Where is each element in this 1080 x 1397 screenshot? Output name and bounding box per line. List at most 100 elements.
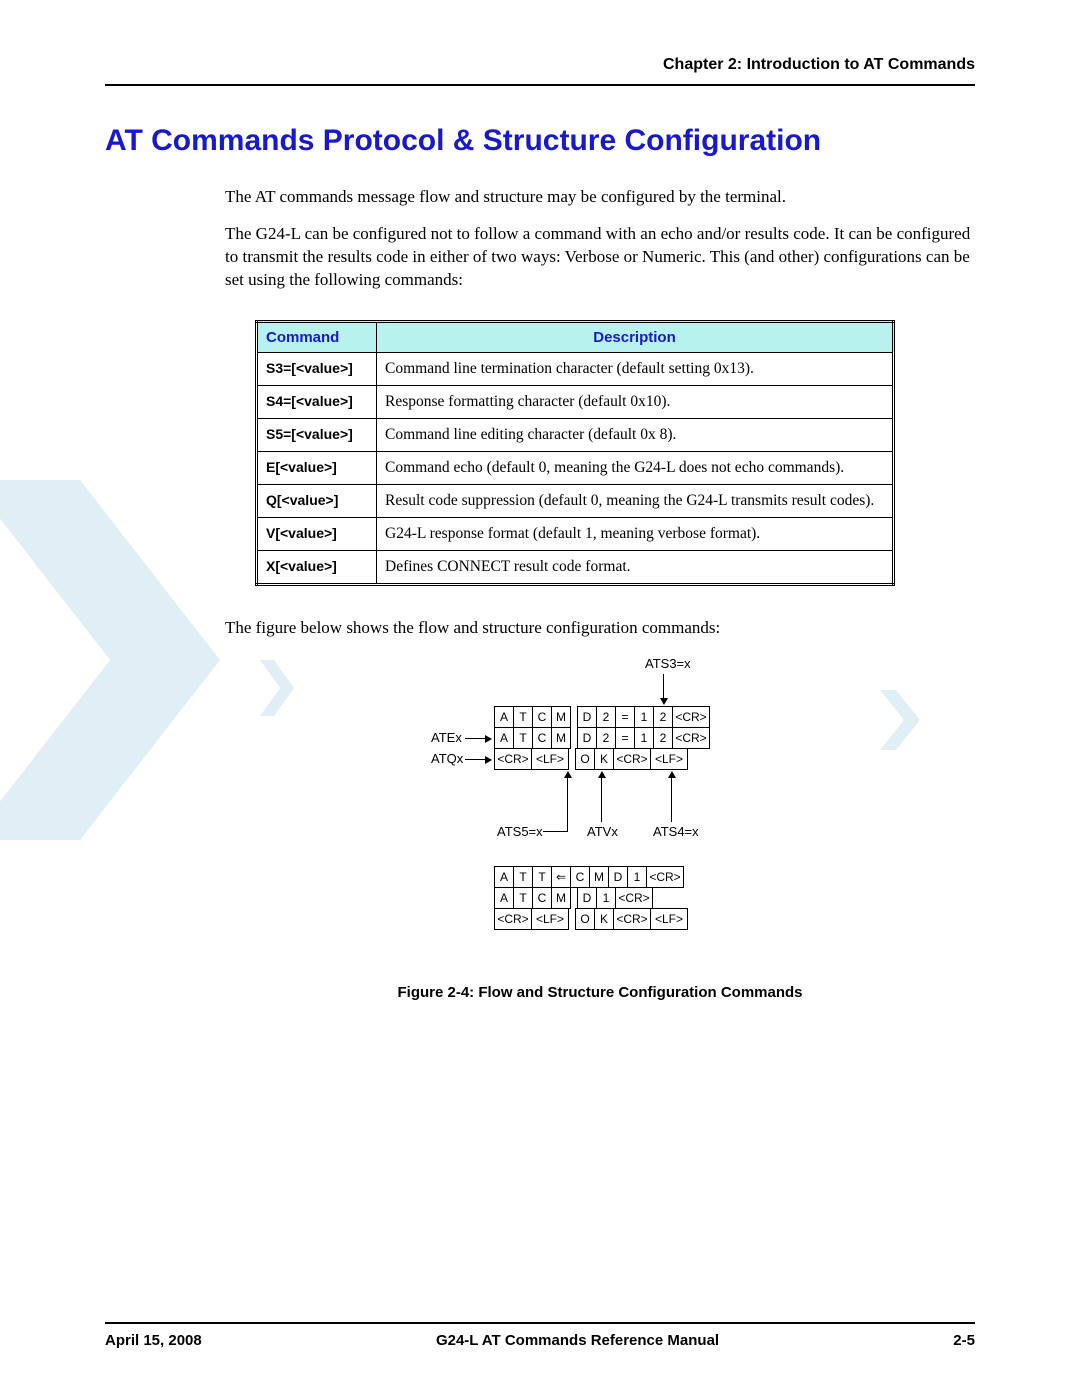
page-footer: April 15, 2008 G24-L AT Commands Referen… <box>105 1322 975 1349</box>
fig-label-atqx: ATQx <box>431 751 463 766</box>
fig-cell: 2 <box>653 706 673 728</box>
fig-cell: T <box>532 866 552 888</box>
fig-cell: <CR> <box>494 748 532 770</box>
fig-cell: D <box>577 706 597 728</box>
description-cell: Defines CONNECT result code format. <box>377 550 894 584</box>
fig-cell: 1 <box>627 866 647 888</box>
section-title: AT Commands Protocol & Structure Configu… <box>105 124 975 158</box>
fig-cell: C <box>532 706 552 728</box>
line-ats5 <box>543 831 567 832</box>
fig-label-ats4: ATS4=x <box>653 824 699 839</box>
arrow-ats4 <box>671 772 672 822</box>
fig-cell: <CR> <box>613 748 651 770</box>
fig-cell: K <box>594 908 614 930</box>
command-cell: S3=[<value>] <box>257 352 377 385</box>
figure-diagram: ATS3=x ATCMD2=12<CR> ATCMD2=12<CR> <CR><… <box>365 656 845 976</box>
fig-cell: A <box>494 706 514 728</box>
fig-cell: 2 <box>653 727 673 749</box>
fig-cell: M <box>551 887 571 909</box>
fig-cell: K <box>594 748 614 770</box>
fig-cell: O <box>575 748 595 770</box>
arrow-ats3 <box>663 674 664 704</box>
fig-cell: C <box>532 887 552 909</box>
col-header-description: Description <box>377 321 894 352</box>
figure-intro: The figure below shows the flow and stru… <box>225 618 975 638</box>
fig-cell: M <box>551 727 571 749</box>
paragraph-2: The G24-L can be configured not to follo… <box>225 223 975 292</box>
fig-cell: A <box>494 866 514 888</box>
fig-cell: T <box>513 727 533 749</box>
description-cell: Command line termination character (defa… <box>377 352 894 385</box>
fig-cell: <CR> <box>615 887 653 909</box>
footer-manual: G24-L AT Commands Reference Manual <box>436 1332 719 1349</box>
fig-cell: A <box>494 727 514 749</box>
table-row: Q[<value>]Result code suppression (defau… <box>257 484 894 517</box>
fig-cell: C <box>570 866 590 888</box>
fig-cell: 1 <box>634 727 654 749</box>
fig-cell: <CR> <box>672 706 710 728</box>
fig-bot-row3: <CR><LF>OK<CR><LF> <box>495 908 688 930</box>
fig-label-atex: ATEx <box>431 730 462 745</box>
fig-cell: M <box>589 866 609 888</box>
fig-cell: T <box>513 887 533 909</box>
fig-label-ats3: ATS3=x <box>645 656 691 671</box>
table-row: S5=[<value>]Command line editing charact… <box>257 418 894 451</box>
fig-cell: 2 <box>596 727 616 749</box>
fig-label-ats5: ATS5=x <box>497 824 543 839</box>
arrow-atvx <box>601 772 602 822</box>
fig-cell: <CR> <box>646 866 684 888</box>
fig-cell: 1 <box>596 887 616 909</box>
fig-cell: <CR> <box>672 727 710 749</box>
command-cell: S5=[<value>] <box>257 418 377 451</box>
fig-cell: = <box>615 727 635 749</box>
table-row: E[<value>]Command echo (default 0, meani… <box>257 451 894 484</box>
command-table: Command Description S3=[<value>]Command … <box>255 320 975 586</box>
fig-cell: <LF> <box>650 748 688 770</box>
page-header: Chapter 2: Introduction to AT Commands <box>105 56 975 84</box>
fig-cell: O <box>575 908 595 930</box>
fig-cell: M <box>551 706 571 728</box>
fig-cell: <CR> <box>494 908 532 930</box>
header-rule <box>105 84 975 86</box>
description-cell: Result code suppression (default 0, mean… <box>377 484 894 517</box>
command-cell: X[<value>] <box>257 550 377 584</box>
table-row: V[<value>]G24-L response format (default… <box>257 517 894 550</box>
fig-cell: <CR> <box>613 908 651 930</box>
fig-cell: D <box>577 887 597 909</box>
fig-cell: A <box>494 887 514 909</box>
description-cell: G24-L response format (default 1, meanin… <box>377 517 894 550</box>
description-cell: Response formatting character (default 0… <box>377 385 894 418</box>
arrow-ats5 <box>567 772 568 832</box>
fig-top-row1: ATCMD2=12<CR> <box>495 706 710 728</box>
table-row: X[<value>]Defines CONNECT result code fo… <box>257 550 894 584</box>
fig-cell: <LF> <box>531 908 569 930</box>
description-cell: Command line editing character (default … <box>377 418 894 451</box>
command-cell: E[<value>] <box>257 451 377 484</box>
figure-caption: Figure 2-4: Flow and Structure Configura… <box>225 984 975 1001</box>
arrow-atex <box>465 738 491 739</box>
fig-cell: C <box>532 727 552 749</box>
table-row: S3=[<value>]Command line termination cha… <box>257 352 894 385</box>
fig-cell: <LF> <box>650 908 688 930</box>
fig-top-row3: <CR><LF>OK<CR><LF> <box>495 748 688 770</box>
description-cell: Command echo (default 0, meaning the G24… <box>377 451 894 484</box>
fig-cell: ⇐ <box>551 866 571 888</box>
fig-cell: D <box>577 727 597 749</box>
fig-top-row2: ATCMD2=12<CR> <box>495 727 710 749</box>
fig-label-atvx: ATVx <box>587 824 618 839</box>
fig-cell: D <box>608 866 628 888</box>
fig-bot-row2: ATCMD1<CR> <box>495 887 653 909</box>
fig-cell: T <box>513 866 533 888</box>
command-cell: V[<value>] <box>257 517 377 550</box>
footer-rule <box>105 1322 975 1324</box>
table-row: S4=[<value>]Response formatting characte… <box>257 385 894 418</box>
fig-bot-row1: ATT⇐CMD1<CR> <box>495 866 684 888</box>
footer-date: April 15, 2008 <box>105 1332 202 1349</box>
fig-cell: <LF> <box>531 748 569 770</box>
command-cell: S4=[<value>] <box>257 385 377 418</box>
footer-page: 2-5 <box>953 1332 975 1349</box>
arrow-atqx <box>465 759 491 760</box>
col-header-command: Command <box>257 321 377 352</box>
fig-cell: 2 <box>596 706 616 728</box>
paragraph-1: The AT commands message flow and structu… <box>225 186 975 209</box>
